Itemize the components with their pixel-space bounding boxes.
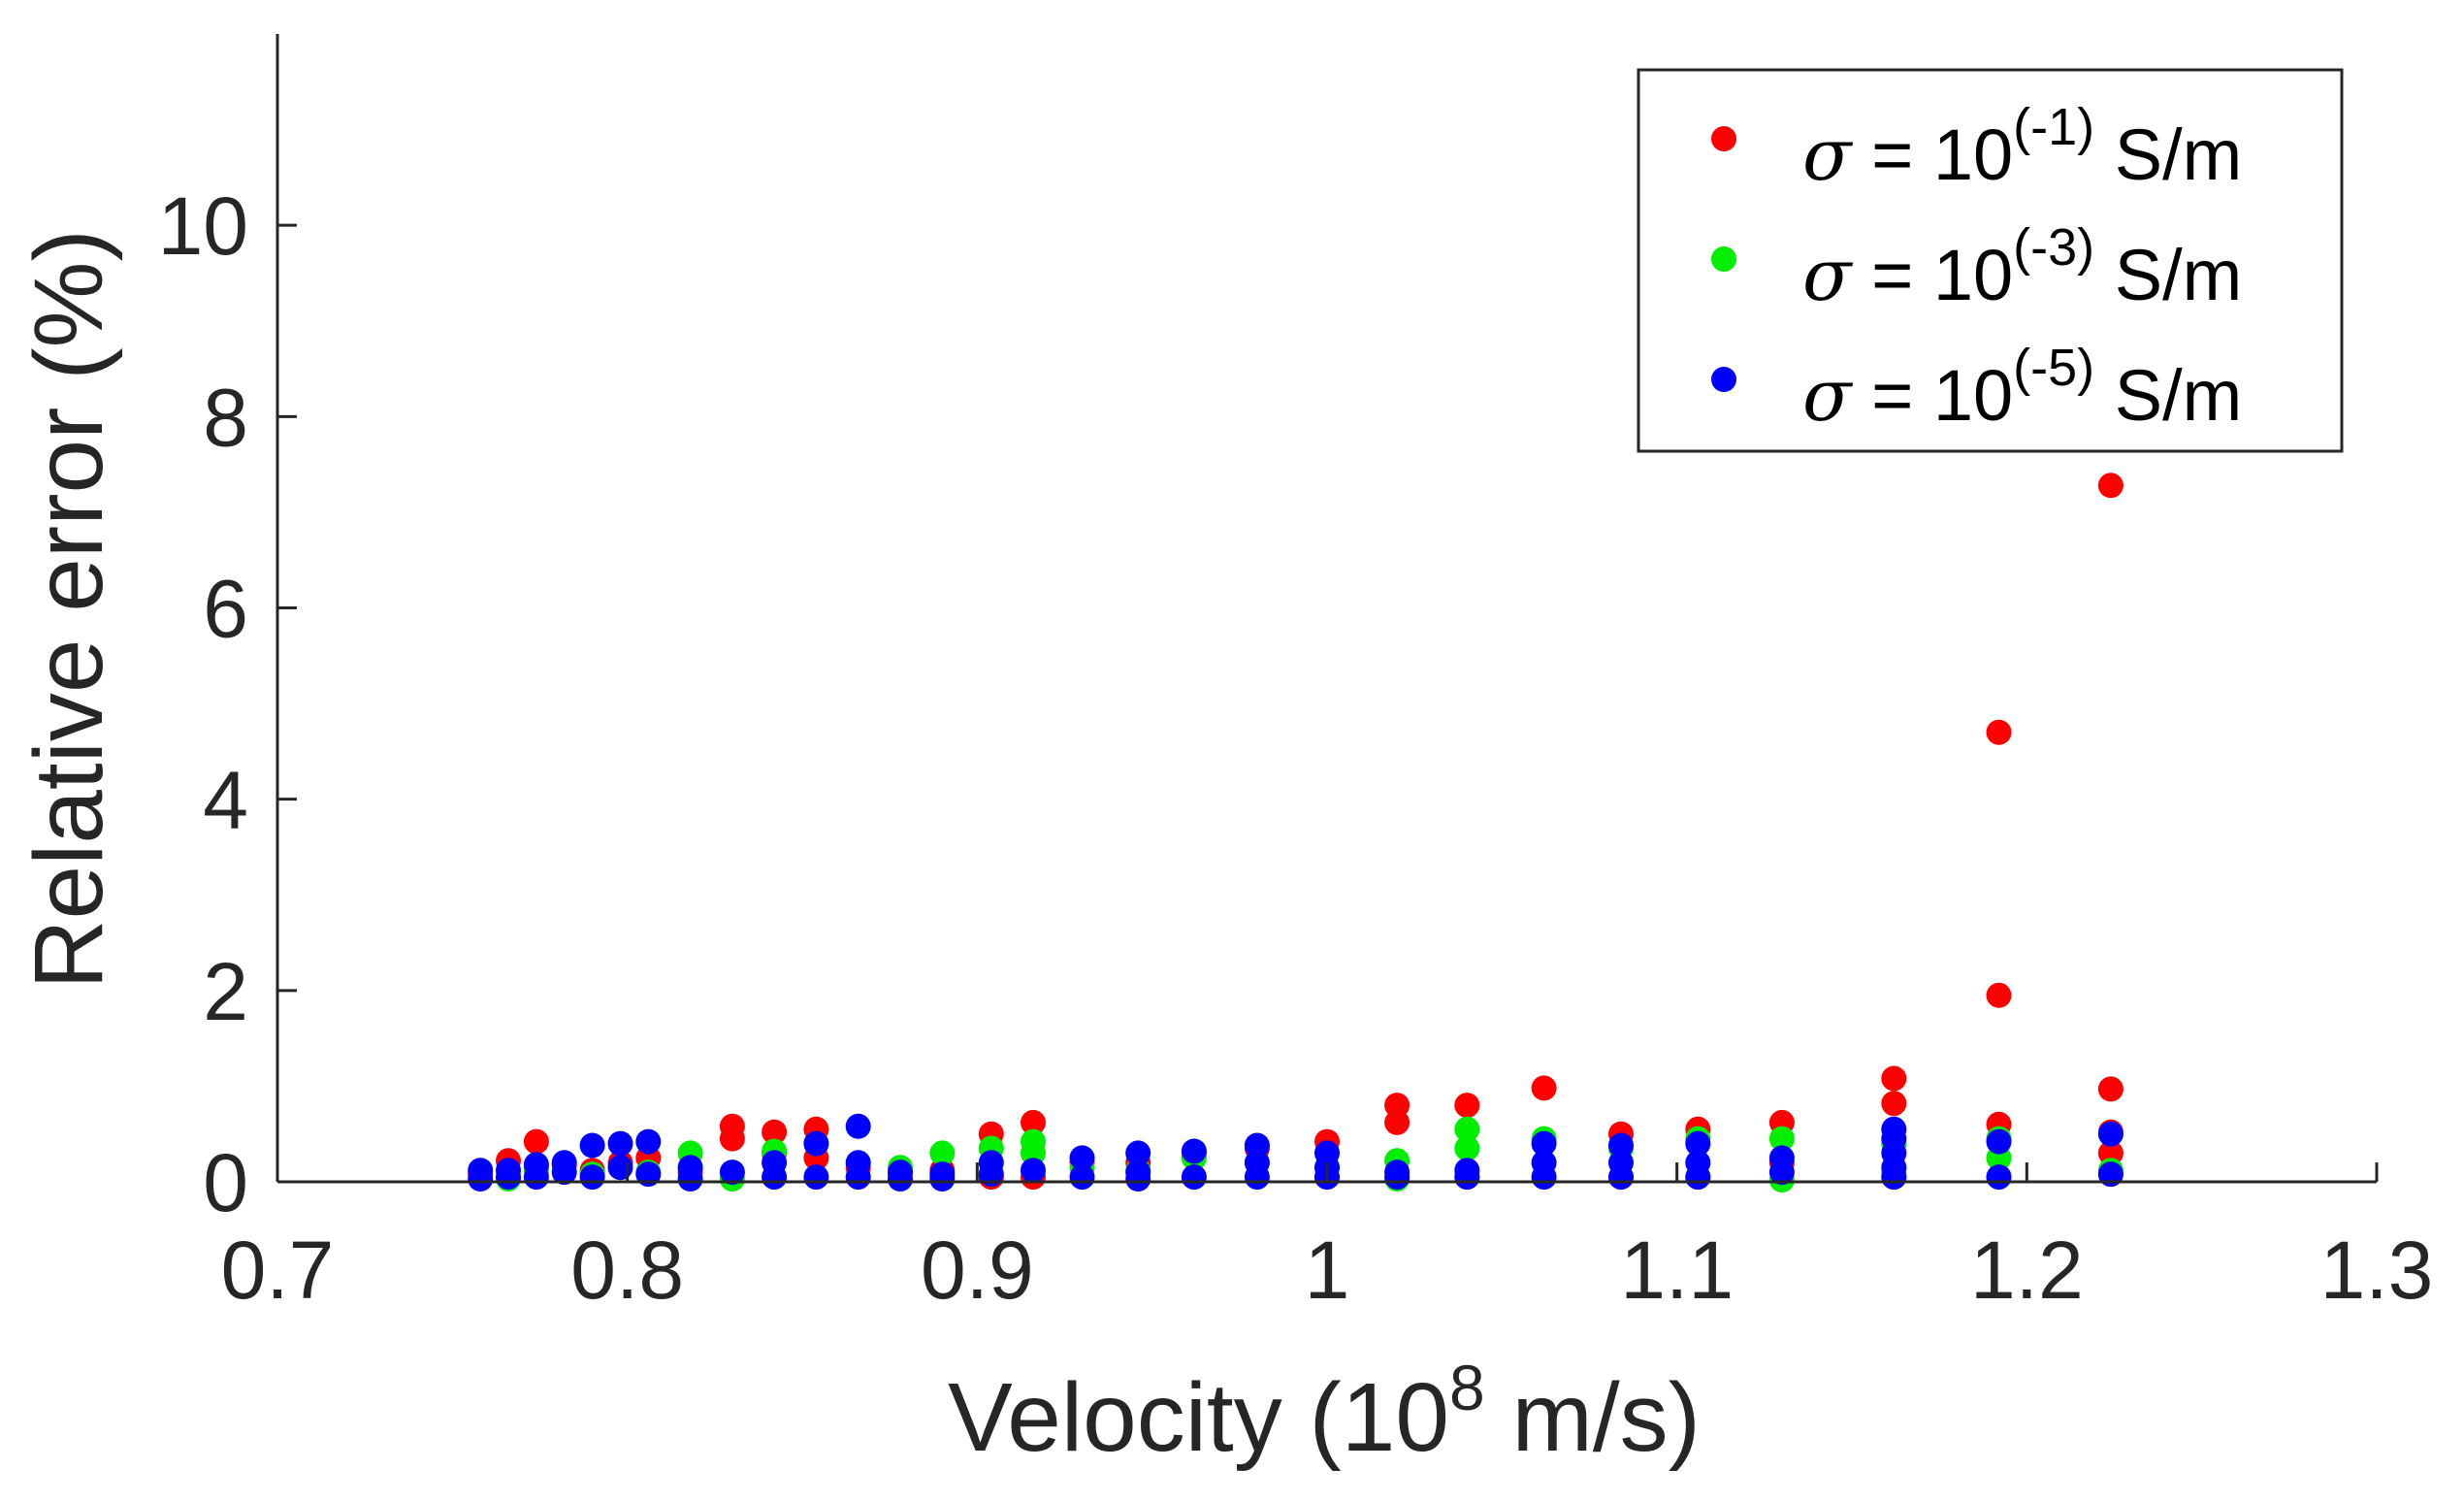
- series-3-point-11: [607, 1130, 633, 1157]
- series-3-point-65: [1986, 1128, 2012, 1155]
- series-3-point-12: [607, 1155, 633, 1181]
- series-3-point-10: [579, 1164, 605, 1191]
- y-tick-label: 10: [158, 180, 248, 272]
- series-3-point-24: [845, 1164, 871, 1191]
- legend-label-3: σ = 10(-5) S/m: [1802, 339, 2242, 438]
- series-3-point-46: [1384, 1164, 1410, 1191]
- x-tick-label: 1.2: [1970, 1224, 2084, 1316]
- series-3-point-17: [719, 1159, 745, 1186]
- series-3-point-20: [803, 1130, 829, 1157]
- series-3-point-41: [1244, 1164, 1270, 1191]
- series-1-point-46: [2097, 473, 2124, 499]
- points-layer: [468, 473, 2124, 1192]
- series-3-point-13: [635, 1128, 662, 1155]
- series-3-point-34: [1125, 1140, 1151, 1166]
- series-3-point-49: [1531, 1130, 1557, 1157]
- series-3-point-16: [677, 1166, 703, 1192]
- series-3-point-38: [1181, 1164, 1207, 1191]
- series-3-point-54: [1608, 1164, 1634, 1191]
- series-3-point-8: [551, 1159, 577, 1186]
- series-3-point-26: [888, 1166, 913, 1192]
- series-1-point-29: [1384, 1093, 1410, 1119]
- y-axis-title: Relative error (%): [15, 229, 123, 990]
- series-3-point-66: [1986, 1164, 2012, 1191]
- y-tick-label: 8: [203, 372, 248, 463]
- legend: σ = 10(-1) S/m σ = 10(-3) S/m σ = 10(-5) S…: [1637, 68, 2344, 453]
- y-tick-label: 2: [203, 946, 248, 1037]
- x-axis-title-main: Velocity (10: [948, 1363, 1449, 1472]
- series-3-point-37: [1181, 1138, 1207, 1164]
- x-tick-label: 1.3: [2320, 1224, 2434, 1316]
- x-tick-label: 0.8: [570, 1224, 684, 1316]
- legend-label-2: σ = 10(-3) S/m: [1802, 218, 2242, 317]
- series-1-point-11: [719, 1126, 745, 1152]
- series-2-point-22: [1454, 1135, 1480, 1161]
- legend-label-1: σ = 10(-1) S/m: [1802, 98, 2242, 197]
- series-2-point-13: [1021, 1140, 1046, 1166]
- series-1-point-44: [1986, 982, 2012, 1008]
- y-tick-label: 6: [203, 564, 248, 655]
- series-3-point-67: [2097, 1121, 2124, 1147]
- series-3-point-55: [1685, 1130, 1711, 1157]
- series-3-point-32: [1069, 1145, 1095, 1171]
- series-1-point-30: [1384, 1109, 1410, 1135]
- series-3-point-36: [1125, 1166, 1151, 1192]
- series-1-point-47: [2097, 1076, 2124, 1102]
- series-1-point-21: [1021, 1109, 1046, 1135]
- series-3-point-21: [803, 1164, 829, 1191]
- y-tick-label: 0: [203, 1137, 248, 1228]
- series-1-point-33: [1531, 1075, 1557, 1101]
- series-3-point-59: [1768, 1159, 1795, 1186]
- series-3-point-22: [845, 1113, 871, 1139]
- y-tick-label: 4: [203, 755, 248, 846]
- series-3-point-6: [523, 1164, 549, 1191]
- series-3-point-57: [1685, 1164, 1711, 1191]
- series-1-point-3: [523, 1128, 549, 1155]
- legend-marker-3: [1711, 367, 1736, 392]
- series-1-point-43: [1986, 719, 2012, 745]
- series-3-point-64: [1881, 1164, 1907, 1191]
- series-2-point-10: [929, 1140, 956, 1166]
- series-3-point-31: [1021, 1158, 1046, 1184]
- legend-marker-2: [1711, 246, 1736, 272]
- series-3-point-39: [1244, 1132, 1270, 1159]
- series-3-point-28: [929, 1166, 956, 1192]
- series-3-point-4: [496, 1164, 521, 1191]
- legend-marker-1: [1711, 126, 1736, 151]
- x-axis-title-sup: 8: [1449, 1352, 1485, 1423]
- series-3-point-52: [1608, 1132, 1634, 1159]
- x-tick-label: 0.7: [221, 1224, 335, 1316]
- series-1-point-12: [762, 1119, 788, 1145]
- series-1-point-31: [1454, 1093, 1480, 1119]
- series-3-point-51: [1531, 1164, 1557, 1191]
- x-tick-label: 1: [1305, 1224, 1350, 1316]
- x-tick-label: 0.9: [921, 1224, 1034, 1316]
- legend-box: [1637, 68, 2344, 453]
- series-3-point-33: [1069, 1164, 1095, 1191]
- series-3-point-48: [1454, 1164, 1480, 1191]
- series-1-point-41: [1881, 1091, 1907, 1117]
- series-3-point-19: [762, 1164, 788, 1191]
- series-1-point-40: [1881, 1065, 1907, 1092]
- x-axis-title-tail: m/s): [1485, 1363, 1701, 1472]
- titles-layer: Velocity (108 m/s) Relative error (%): [15, 229, 1701, 1472]
- series-2-point-21: [1454, 1116, 1480, 1142]
- series-3-point-9: [579, 1132, 605, 1159]
- x-tick-label: 1.1: [1620, 1224, 1734, 1316]
- series-2-point-26: [1768, 1126, 1795, 1152]
- x-axis-title: Velocity (108 m/s): [948, 1352, 1701, 1472]
- ticks-layer: 0.7 0.8 0.9 1 1.1 1.2 1.3 0 2 4 6 8 10: [158, 180, 2434, 1316]
- series-3-point-2: [468, 1166, 494, 1192]
- series-1-point-49: [2097, 1140, 2124, 1166]
